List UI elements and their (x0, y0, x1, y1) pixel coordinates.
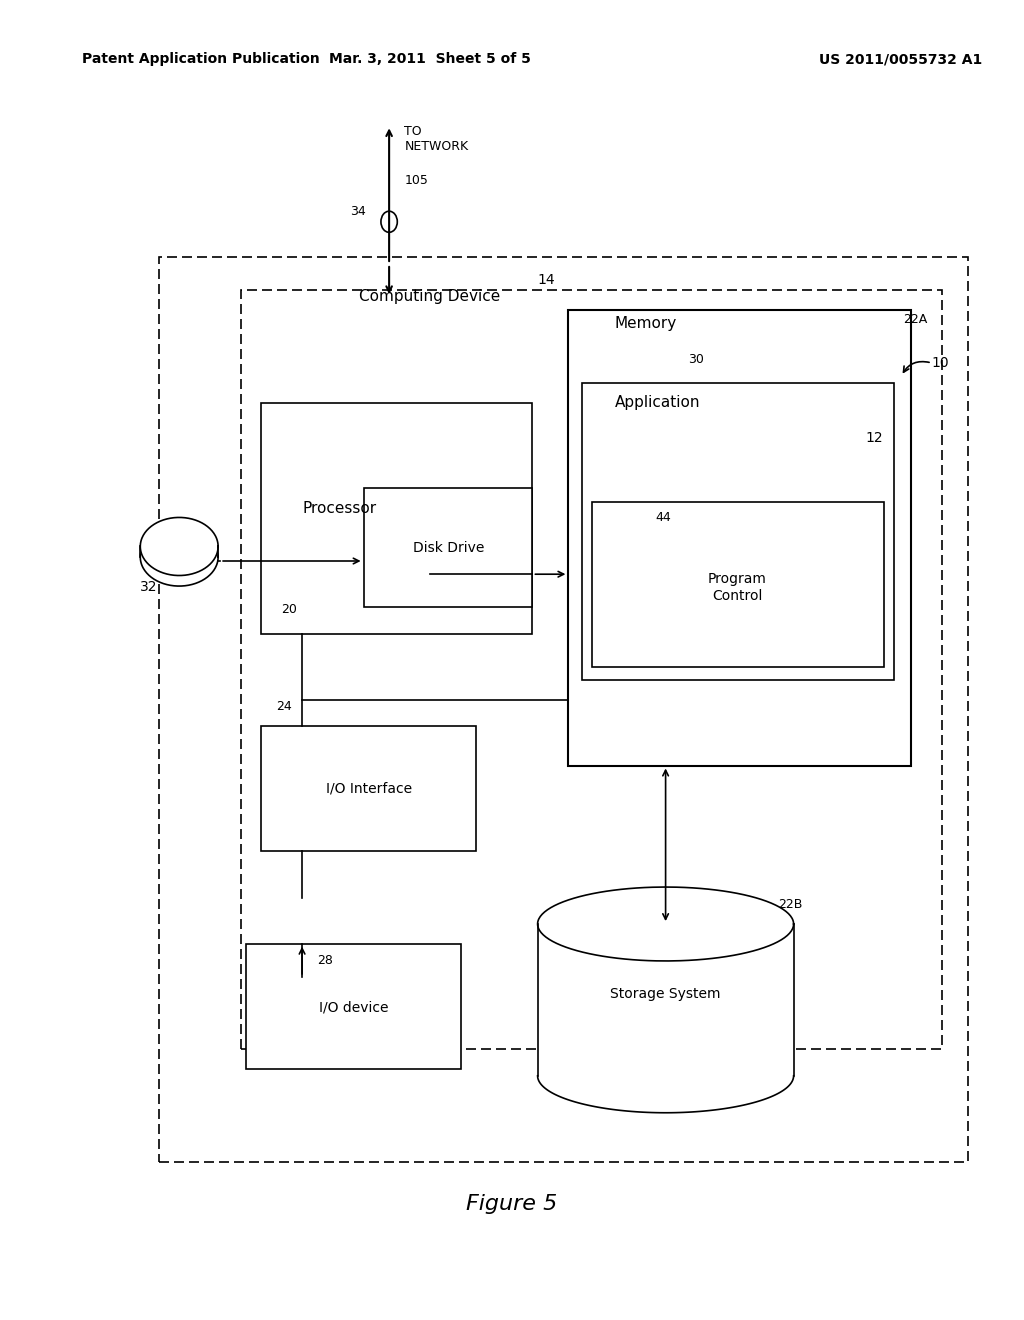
Text: I/O Interface: I/O Interface (326, 781, 412, 795)
Text: 28: 28 (317, 954, 334, 968)
Text: Computing Device: Computing Device (359, 289, 501, 305)
Text: 34: 34 (350, 205, 366, 218)
Text: Mar. 3, 2011  Sheet 5 of 5: Mar. 3, 2011 Sheet 5 of 5 (329, 53, 531, 66)
FancyBboxPatch shape (159, 257, 968, 1162)
Text: TO
NETWORK: TO NETWORK (404, 124, 469, 153)
Polygon shape (140, 517, 218, 576)
Text: 12: 12 (865, 432, 883, 445)
Text: Processor: Processor (302, 500, 376, 516)
Text: 14: 14 (538, 273, 555, 286)
Polygon shape (140, 528, 218, 586)
FancyBboxPatch shape (364, 488, 532, 607)
Text: Disk Drive: Disk Drive (413, 541, 484, 554)
FancyBboxPatch shape (241, 290, 942, 1049)
Text: 22A: 22A (903, 313, 928, 326)
Text: Memory: Memory (614, 315, 677, 331)
Text: 105: 105 (404, 174, 428, 187)
Text: I/O device: I/O device (318, 1001, 388, 1014)
Text: Program
Control: Program Control (708, 573, 767, 602)
FancyBboxPatch shape (246, 944, 461, 1069)
Text: 24: 24 (276, 700, 292, 713)
Text: Application: Application (614, 395, 699, 411)
Text: 32: 32 (139, 581, 158, 594)
Text: US 2011/0055732 A1: US 2011/0055732 A1 (819, 53, 983, 66)
Text: Storage System: Storage System (610, 987, 721, 1001)
Text: 20: 20 (282, 603, 298, 616)
FancyBboxPatch shape (592, 502, 884, 667)
Text: Patent Application Publication: Patent Application Publication (82, 53, 319, 66)
FancyBboxPatch shape (261, 403, 532, 634)
Text: 22B: 22B (778, 898, 803, 911)
Text: 10: 10 (932, 356, 949, 370)
Text: 30: 30 (688, 352, 705, 366)
FancyBboxPatch shape (582, 383, 894, 680)
FancyBboxPatch shape (261, 726, 476, 851)
Polygon shape (538, 887, 794, 1113)
Text: Figure 5: Figure 5 (466, 1193, 558, 1214)
FancyBboxPatch shape (568, 310, 911, 766)
Text: 44: 44 (655, 511, 671, 524)
